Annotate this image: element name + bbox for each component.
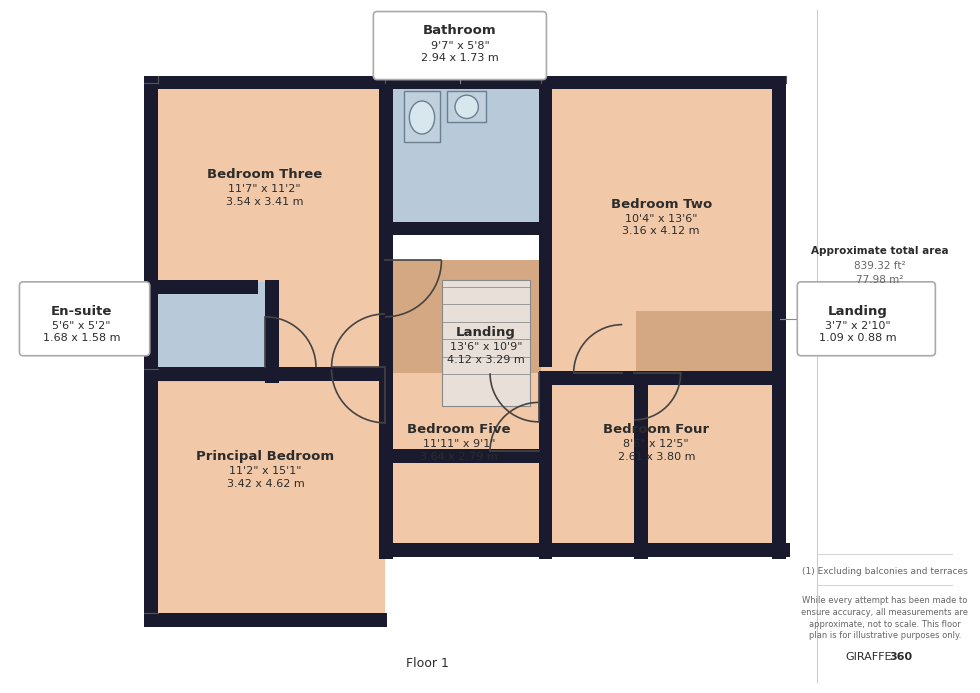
Text: 77.98 m²: 77.98 m²	[857, 275, 904, 285]
Bar	[144, 76, 158, 627]
Circle shape	[455, 95, 478, 119]
Text: 3.54 x 3.41 m: 3.54 x 3.41 m	[225, 197, 303, 207]
Bar	[385, 543, 790, 557]
Text: GIRAFFE: GIRAFFE	[845, 652, 892, 662]
Bar	[772, 76, 786, 559]
Text: 360: 360	[890, 652, 913, 662]
Bar	[634, 371, 786, 385]
Bar	[266, 280, 279, 383]
Bar	[634, 543, 786, 557]
Bar	[442, 280, 530, 406]
FancyBboxPatch shape	[798, 282, 935, 356]
Bar	[772, 371, 786, 559]
Bar	[539, 371, 553, 559]
Text: 10'4" x 13'6": 10'4" x 13'6"	[625, 213, 698, 224]
Bar	[158, 83, 385, 369]
Text: 2.94 x 1.73 m: 2.94 x 1.73 m	[421, 53, 499, 63]
Text: plan is for illustrative purposes only.: plan is for illustrative purposes only.	[808, 631, 961, 640]
Bar	[385, 261, 636, 451]
Text: Floor 1: Floor 1	[407, 658, 449, 670]
Text: ¹⁽: ¹⁽	[907, 246, 912, 255]
Text: 9'7" x 5'8": 9'7" x 5'8"	[430, 41, 489, 51]
Bar	[144, 280, 258, 294]
Bar	[379, 449, 393, 559]
Bar	[158, 369, 385, 620]
Bar	[379, 222, 541, 235]
FancyBboxPatch shape	[20, 282, 150, 356]
Bar	[385, 83, 541, 227]
Bar	[404, 91, 440, 142]
Bar	[379, 449, 553, 463]
Text: 1.09 x 0.88 m: 1.09 x 0.88 m	[818, 333, 897, 343]
Text: ensure accuracy, all measurements are: ensure accuracy, all measurements are	[802, 608, 968, 617]
Text: Bedroom Four: Bedroom Four	[604, 423, 710, 436]
Ellipse shape	[410, 101, 434, 134]
Text: 5'6" x 5'2": 5'6" x 5'2"	[52, 321, 111, 331]
Text: Bathroom: Bathroom	[423, 24, 497, 37]
Text: En-suite: En-suite	[51, 304, 113, 317]
Bar	[144, 76, 786, 89]
Text: 3.42 x 4.62 m: 3.42 x 4.62 m	[226, 479, 305, 489]
Bar	[634, 371, 648, 559]
Bar	[144, 613, 387, 627]
Bar	[539, 76, 553, 367]
Bar	[144, 367, 387, 381]
Bar	[447, 91, 486, 123]
Text: 2.61 x 3.80 m: 2.61 x 3.80 m	[617, 452, 695, 462]
Text: Approximate total area: Approximate total area	[811, 246, 949, 256]
Text: 13'6" x 10'9": 13'6" x 10'9"	[450, 342, 522, 352]
Bar	[158, 282, 268, 382]
Text: Landing: Landing	[828, 304, 888, 317]
Text: Bedroom Three: Bedroom Three	[207, 168, 322, 182]
Bar	[636, 311, 780, 375]
Text: 3'7" x 2'10": 3'7" x 2'10"	[825, 321, 891, 331]
Text: 11'7" x 11'2": 11'7" x 11'2"	[228, 184, 301, 195]
Bar	[541, 83, 780, 374]
Text: 3.64 x 2.79 m: 3.64 x 2.79 m	[420, 452, 498, 462]
Bar	[539, 371, 786, 385]
Bar	[541, 374, 780, 550]
Text: Principal Bedroom: Principal Bedroom	[196, 450, 334, 464]
Text: 11'11" x 9'1": 11'11" x 9'1"	[422, 439, 495, 449]
Text: (1) Excluding balconies and terraces: (1) Excluding balconies and terraces	[802, 567, 967, 576]
Text: approximate, not to scale. This floor: approximate, not to scale. This floor	[808, 620, 960, 629]
Text: 1.68 x 1.58 m: 1.68 x 1.58 m	[43, 333, 121, 343]
FancyBboxPatch shape	[373, 12, 547, 80]
Text: 8'6" x 12'5": 8'6" x 12'5"	[623, 439, 689, 449]
Text: Bedroom Two: Bedroom Two	[611, 198, 711, 211]
Text: 839.32 ft²: 839.32 ft²	[855, 261, 906, 271]
Text: 3.16 x 4.12 m: 3.16 x 4.12 m	[622, 227, 700, 236]
Bar	[379, 76, 393, 474]
Text: 11'2" x 15'1": 11'2" x 15'1"	[229, 466, 302, 477]
Text: While every attempt has been made to: While every attempt has been made to	[802, 596, 967, 605]
Text: 4.12 x 3.29 m: 4.12 x 3.29 m	[447, 355, 525, 365]
Text: Bedroom Five: Bedroom Five	[407, 423, 511, 436]
Bar	[385, 374, 541, 550]
Text: Landing: Landing	[457, 326, 516, 339]
